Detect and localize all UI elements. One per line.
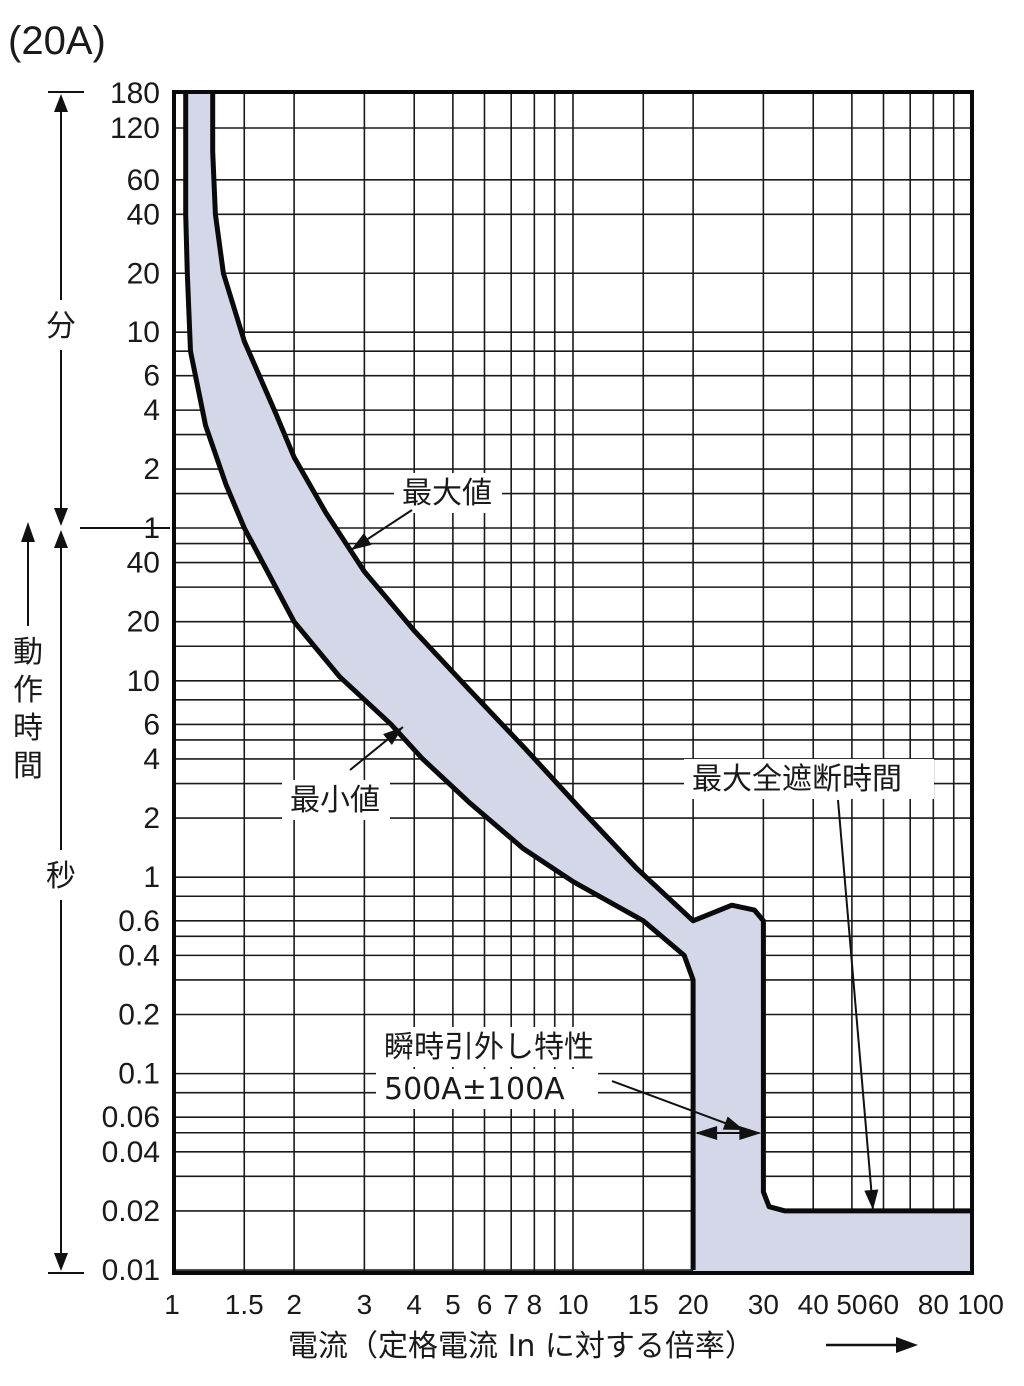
x-tick-label: 80 — [918, 1289, 949, 1320]
arrow-down-icon — [54, 508, 68, 526]
instantaneous-trip-label: 瞬時引外し特性 — [384, 1030, 594, 1065]
y-tick-label-min: 20 — [127, 257, 160, 290]
x-axis-label: 電流（定格電流 In に対する倍率） — [288, 1329, 755, 1364]
x-tick-label: 2 — [286, 1289, 302, 1320]
axis-title-char: 動 — [13, 635, 43, 670]
max-total-clearing-label: 最大全遮断時間 — [692, 762, 902, 797]
y-tick-label-sec: 0.6 — [118, 905, 160, 938]
y-tick-label-sec: 20 — [127, 606, 160, 639]
axis-title-char: 間 — [13, 749, 43, 784]
y-tick-label-sec: 1 — [143, 861, 160, 894]
instantaneous-current-label: 500A±100A — [384, 1072, 565, 1107]
max-value-arrow-arrowhead-icon — [351, 533, 372, 550]
min-value-arrow-arrowhead-icon — [383, 727, 403, 746]
max-curve — [210, 93, 972, 1214]
arrow-up-icon — [21, 522, 35, 542]
x-tick-label: 1 — [164, 1289, 180, 1320]
max-total-clearing-arrow-line — [837, 799, 874, 1211]
instantaneous-current-label-bg — [376, 1069, 598, 1109]
grid — [174, 92, 972, 1273]
instantaneous-arrow-arrowhead-icon — [722, 1116, 744, 1130]
arrow-right-icon — [739, 1126, 762, 1140]
x-tick-label: 5 — [445, 1289, 461, 1320]
x-tick-label: 50 — [836, 1289, 867, 1320]
x-tick-label: 20 — [678, 1289, 709, 1320]
y-tick-label-min: 40 — [127, 198, 160, 231]
x-axis-title: 電流（定格電流 In に対する倍率） — [288, 1329, 918, 1364]
y-tick-label-min: 6 — [143, 360, 160, 393]
max-total-clearing-label-bg — [684, 759, 934, 799]
y-tick-label-min: 180 — [110, 77, 160, 110]
y-tick-label-sec: 10 — [127, 665, 160, 698]
max-value-label: 最大値 — [402, 476, 492, 511]
y-tick-label-min: 4 — [143, 394, 160, 427]
x-tick-label: 15 — [628, 1289, 659, 1320]
arrow-down-icon — [54, 1253, 68, 1271]
y-tick-label-sec: 0.02 — [102, 1195, 160, 1228]
arrow-up-icon — [54, 94, 68, 112]
instantaneous-arrow-line — [611, 1080, 745, 1131]
axis-title-char: 作 — [13, 673, 43, 708]
y-tick-label-sec: 0.06 — [102, 1101, 160, 1134]
x-tick-label: 8 — [527, 1289, 543, 1320]
plot-frame — [172, 90, 974, 1275]
y-tick-label-min: 60 — [127, 164, 160, 197]
min-value-label: 最小値 — [290, 783, 380, 818]
axis-title-char: 時 — [13, 711, 43, 746]
x-tick-label: 1.5 — [225, 1289, 264, 1320]
y-tick-label-sec: 40 — [127, 547, 160, 580]
y-tick-label-sec: 0.2 — [118, 999, 160, 1032]
x-tick-label: 10 — [557, 1289, 588, 1320]
y-tick-label-min: 10 — [127, 316, 160, 349]
y-tick-label-sec: 0.4 — [118, 939, 160, 972]
y-tick-label-sec: 0.1 — [118, 1058, 160, 1091]
y-tick-label-sec: 6 — [143, 708, 160, 741]
y-tick-label-min: 120 — [110, 112, 160, 145]
x-tick-label: 30 — [748, 1289, 779, 1320]
chart-title: (20A) — [8, 19, 106, 63]
x-tick-label: 4 — [406, 1289, 422, 1320]
x-tick-labels: 1 1.5 2 3 4 5 6 7 8 10 15 20 30 40 50 60 80 100 — [164, 1289, 1004, 1320]
minutes-unit-label: 分 — [46, 309, 76, 344]
arrow-left-icon — [695, 1126, 718, 1140]
x-tick-label: 6 — [477, 1289, 493, 1320]
max-total-clearing-arrow-arrowhead-icon — [864, 1189, 879, 1210]
min-value-label-bg — [282, 780, 390, 820]
y-tick-label-sec: 0.01 — [102, 1254, 160, 1287]
y-tick-label-sec: 0.04 — [102, 1136, 160, 1169]
y-tick-label-sec: 2 — [143, 802, 160, 835]
x-tick-label: 40 — [798, 1289, 829, 1320]
y-tick-label-min: 2 — [143, 453, 160, 486]
seconds-unit-label: 秒 — [46, 859, 76, 894]
arrow-up-icon — [54, 530, 68, 548]
max-value-label-bg — [394, 473, 502, 513]
y-tick-label-sec: 4 — [143, 743, 160, 776]
min-curve — [183, 93, 696, 1270]
x-axis-arrowhead — [896, 1337, 918, 1353]
x-tick-label: 3 — [357, 1289, 373, 1320]
x-tick-label: 60 — [868, 1289, 899, 1320]
instantaneous-trip-label-bg — [376, 1027, 628, 1067]
y-tick-labels: 18012060402010642140201064210.60.40.20.1… — [102, 77, 160, 1287]
x-tick-label: 100 — [957, 1289, 1004, 1320]
plot-border — [172, 90, 974, 1275]
curves — [183, 93, 972, 1270]
x-tick-label: 7 — [503, 1289, 519, 1320]
